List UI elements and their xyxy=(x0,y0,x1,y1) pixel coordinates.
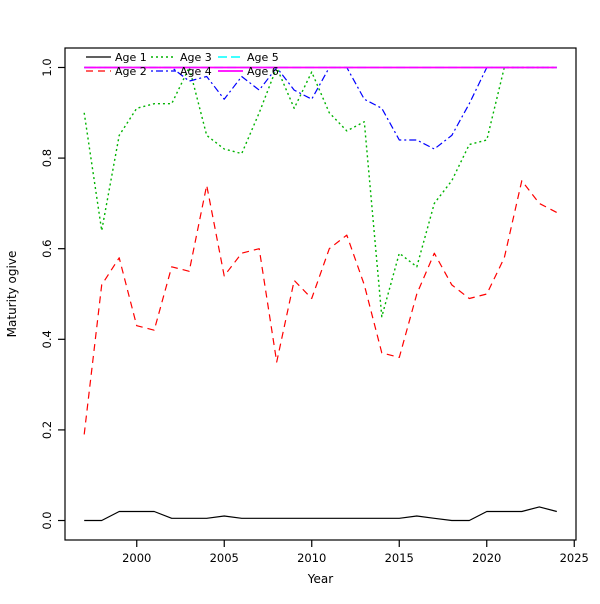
y-tick-label: 1.0 xyxy=(40,58,54,76)
legend-label-age-2: Age 2 xyxy=(115,65,147,78)
y-tick-label: 0.8 xyxy=(40,149,54,167)
x-tick-label: 2020 xyxy=(472,551,501,565)
y-tick-label: 0.2 xyxy=(40,421,54,439)
x-tick-label: 2000 xyxy=(122,551,151,565)
series-line-age-2 xyxy=(83,180,558,435)
plot-box xyxy=(64,47,577,541)
y-axis-title: Maturity ogive xyxy=(5,251,19,338)
legend-label-age-6: Age 6 xyxy=(247,65,279,78)
x-tick-label: 2025 xyxy=(560,551,589,565)
legend-label-age-3: Age 3 xyxy=(180,51,212,64)
y-tick-label: 0.0 xyxy=(40,511,54,529)
y-tick-label: 0.4 xyxy=(40,330,54,348)
x-tick-label: 2005 xyxy=(210,551,239,565)
legend-label-age-1: Age 1 xyxy=(115,51,147,64)
x-tick-label: 2010 xyxy=(297,551,326,565)
y-tick-label: 0.6 xyxy=(40,240,54,258)
legend-label-age-4: Age 4 xyxy=(180,65,212,78)
series-line-age-3 xyxy=(83,66,557,318)
series-line-age-1 xyxy=(84,506,557,522)
series-line-age-4 xyxy=(84,66,557,150)
legend-label-age-5: Age 5 xyxy=(247,51,279,64)
x-axis-title: Year xyxy=(307,572,333,586)
x-tick-label: 2015 xyxy=(385,551,414,565)
